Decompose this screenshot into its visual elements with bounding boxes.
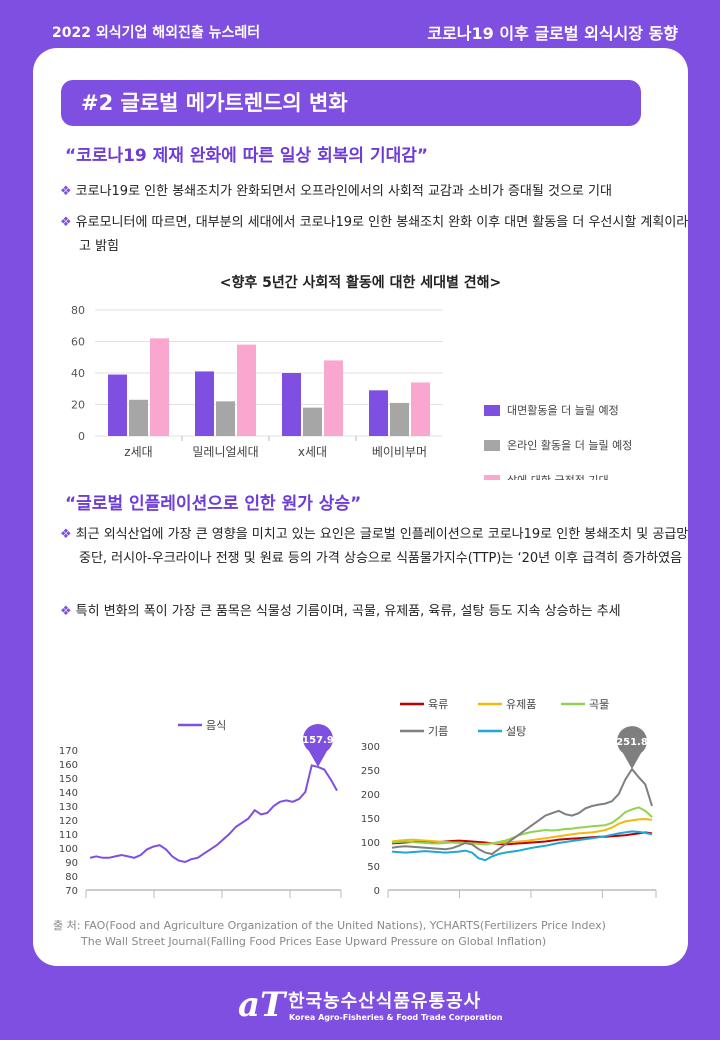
bar [369,390,388,436]
topic-title: 코로나19 이후 글로벌 외식시장 동향 [427,24,678,43]
legend-swatch [484,440,500,451]
bullet-marker-icon: ❖ [60,215,72,230]
y-tick-label: 40 [71,367,85,380]
bullet-marker-icon: ❖ [60,184,72,199]
food-index-line-chart: 7080901001101201301401501601701Q2Q3Q4Q1Q… [59,719,342,898]
bullet-2: ❖ 유로모니터에 따르면, 대부분의 세대에서 코로나19로 인한 봉쇄조치 완화… [60,211,689,259]
bar [303,407,322,436]
quote-heading-1: “코로나19 제재 완화에 따른 일상 회복의 기대감” [65,146,429,166]
bullet-4: ❖ 특히 변화의 폭이 가장 큰 품목은 식물성 기름이며, 곡물, 유제품, 육… [60,600,672,624]
y-tick-label: 80 [71,304,85,317]
newsletter-title: 2022 외식기업 해외진출 뉴스레터 [52,25,261,41]
y-tick-label: 110 [59,830,78,841]
series-line [391,830,653,862]
bullet-marker-icon: ❖ [60,604,72,619]
content-card: #2 글로벌 메가트렌드의 변화 “코로나19 제재 완화에 따른 일상 회복의… [33,48,688,966]
y-tick-label: 100 [59,844,78,855]
y-tick-label: 0 [374,886,380,897]
y-tick-label: 90 [65,858,78,869]
bar-chart-title: <향후 5년간 사회적 활동에 대한 세대별 견해> [219,275,502,291]
bullet-1: ❖ 코로나19로 인한 봉쇄조치가 완화되면서 오프라인에서의 사회적 교감과 소… [60,180,672,204]
org-name-ko: 한국농수산식품유통공사 [288,991,482,1012]
bullet-text: 유로모니터에 따르면, 대부분의 세대에서 코로나19로 인한 봉쇄조치 완화 … [75,215,689,254]
series-line [89,764,338,864]
series-line [391,767,653,856]
callout-value: 251.8 [616,737,648,748]
x-tick-label: x세대 [298,445,327,459]
legend-label: 온라인 활동을 더 늘릴 예정 [507,438,632,452]
legend-label: 곡물 [589,698,609,711]
bullet-3: ❖ 최근 외식산업에 가장 큰 영향을 미치고 있는 요인은 글로벌 인플레이션으… [60,523,689,571]
callout-marker [303,723,333,767]
legend-label: 육류 [428,698,448,711]
legend-label: 음식 [206,719,226,732]
y-tick-label: 20 [71,399,85,412]
legend-label: 유제품 [506,698,536,711]
callout-marker [617,726,647,770]
legend-label: 기름 [428,725,448,738]
x-tick-label: z세대 [124,445,152,459]
bar [324,360,343,436]
x-tick-label: 밀레니얼세대 [192,445,258,459]
y-tick-label: 200 [361,790,380,801]
legend-swatch [484,475,500,480]
y-tick-label: 250 [361,766,380,777]
legend-label: 설탕 [506,725,526,738]
y-tick-label: 70 [65,886,78,897]
section-title: #2 글로벌 메가트렌드의 변화 [61,80,641,126]
y-tick-label: 170 [59,746,78,757]
series-line [391,817,653,845]
bar [195,371,214,436]
legend-label: 삶에 대한 긍정적 기대 [507,474,609,480]
y-tick-label: 60 [71,336,85,349]
y-tick-label: 150 [59,774,78,785]
legend-swatch [484,405,500,416]
y-tick-label: 300 [361,742,380,753]
source-line-2: The Wall Street Journal(Falling Food Pri… [81,935,547,948]
org-name-en: Korea Agro-Fisheries & Food Trade Corpor… [289,1013,503,1022]
y-tick-label: 50 [367,862,380,873]
footer: aT 한국농수산식품유통공사 Korea Agro-Fisheries & Fo… [0,975,720,1040]
at-logo: aT [238,985,286,1025]
bullet-text: 코로나19로 인한 봉쇄조치가 완화되면서 오프라인에서의 사회적 교감과 소비… [75,184,612,199]
bullet-text: 특히 변화의 폭이 가장 큰 품목은 식물성 기름이며, 곡물, 유제품, 육류… [75,604,621,619]
quote-heading-2: “글로벌 인플레이션으로 인한 원가 상승” [65,494,362,514]
bullet-text: 최근 외식산업에 가장 큰 영향을 미치고 있는 요인은 글로벌 인플레이션으로… [75,527,689,566]
bullet-marker-icon: ❖ [60,527,72,542]
bar [237,344,256,436]
commodity-index-line-chart: 0501001502002503001Q2Q3Q4Q1Q2Q3Q4Q1Q2Q3Q… [361,698,657,898]
bar [108,374,127,436]
callout-value: 157.9 [302,735,334,746]
bar [129,399,148,436]
y-tick-label: 0 [78,430,85,443]
bar [282,373,301,436]
y-tick-label: 160 [59,760,78,771]
series-line [391,806,653,846]
bar [150,338,169,436]
y-tick-label: 120 [59,816,78,827]
bar [216,401,235,436]
bar [411,382,430,436]
source-line-1: 출 처: FAO(Food and Agriculture Organizati… [53,919,606,932]
bar-chart: 0 20 40 60 80 z세대 밀레니얼세대 x세대 베이비부머 대면활동을 더 늘릴 예정온… [71,304,632,480]
y-tick-label: 100 [361,838,380,849]
top-banner: 2022 외식기업 해외진출 뉴스레터 코로나19 이후 글로벌 외식시장 동향 [0,0,720,60]
y-tick-label: 140 [59,788,78,799]
source-note: 출 처: FAO(Food and Agriculture Organizati… [53,918,606,950]
legend-label: 대면활동을 더 늘릴 예정 [507,403,619,417]
x-tick-label: 베이비부머 [372,445,427,459]
y-tick-label: 150 [361,814,380,825]
y-tick-label: 80 [65,872,78,883]
bar [390,402,409,436]
y-tick-label: 130 [59,802,78,813]
